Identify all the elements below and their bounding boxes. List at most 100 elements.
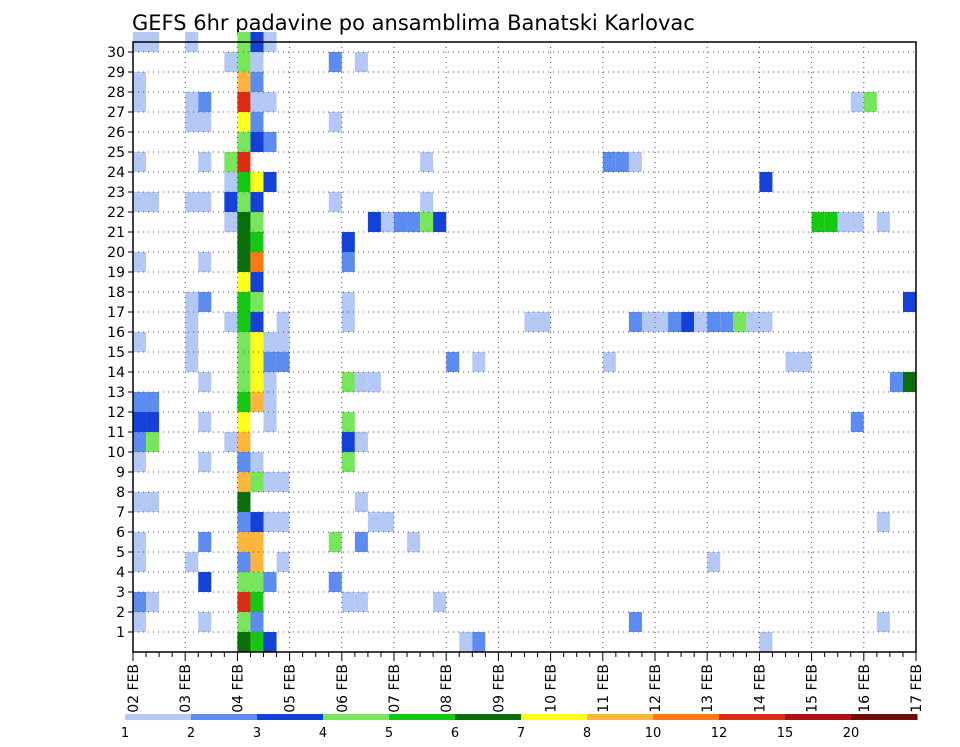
heatmap-cell [263,352,277,372]
heatmap-cell [237,412,251,432]
heatmap-cell [876,612,890,632]
heatmap-cell [237,492,251,512]
heatmap-cell [185,112,199,132]
heatmap-cell [198,112,212,132]
heatmap-cell [720,312,734,332]
heatmap-cell [133,612,147,632]
grid-layer [133,42,916,652]
heatmap-cell [263,632,277,652]
legend-swatch [323,714,390,720]
y-tick-label: 29 [107,65,125,81]
heatmap-cell [459,632,473,652]
heatmap-cell [250,72,264,92]
heatmap-cell [185,312,199,332]
heatmap-cell [263,132,277,152]
heatmap-cell [133,252,147,272]
heatmap-cell [641,312,655,332]
x-tick-label: 11 FEB [596,664,612,713]
heatmap-cell [198,252,212,272]
heatmap-cell [380,512,394,532]
heatmap-cell [133,412,147,432]
heatmap-cell [263,572,277,592]
heatmap-cell [185,352,199,372]
heatmap-cell [224,172,238,192]
heatmap-cell [341,452,355,472]
heatmap-cell [602,352,616,372]
heatmap-cell [263,372,277,392]
heatmap-cell [185,552,199,572]
heatmap-cell [237,92,251,112]
heatmap-cell [707,312,721,332]
heatmap-cell [198,532,212,552]
heatmap-cell [276,352,290,372]
heatmap-cell [237,472,251,492]
heatmap-cell [263,512,277,532]
heatmap-cell [733,312,747,332]
legend-label: 7 [517,726,525,741]
x-tick-label: 05 FEB [283,664,299,713]
y-tick-label: 23 [107,185,125,201]
heatmap-cell [198,412,212,432]
y-tick-label: 26 [107,125,125,141]
y-tick-label: 13 [107,385,125,401]
x-tick-label: 09 FEB [491,664,507,713]
heatmap-cell [250,332,264,352]
heatmap-cell [263,92,277,112]
heatmap-cell [681,312,695,332]
heatmap-cell [394,212,408,232]
legend-label: 10 [645,726,662,741]
heatmap-cell [263,332,277,352]
heatmap-cell [354,532,368,552]
heatmap-cell [198,612,212,632]
heatmap-cell [250,132,264,152]
heatmap-cell [237,332,251,352]
legend-swatch [455,714,522,720]
heatmap-cell [250,592,264,612]
heatmap-cell [198,152,212,172]
heatmap-cell [237,112,251,132]
x-tick-label: 15 FEB [805,664,821,713]
heatmap-cell [263,472,277,492]
y-tick-label: 24 [107,165,125,181]
heatmap-cell [433,592,447,612]
heatmap-cell [185,292,199,312]
y-tick-label: 16 [107,325,125,341]
legend-label: 1 [121,726,129,741]
heatmap-cell [341,412,355,432]
heatmap-cell [250,232,264,252]
heatmap-cell [250,92,264,112]
heatmap-cell [628,612,642,632]
heatmap-cell [133,332,147,352]
heatmap-cell [341,372,355,392]
heatmap-cell [237,512,251,532]
heatmap-cell [263,172,277,192]
heatmap-cell [328,192,342,212]
legend-swatch [521,714,588,720]
heatmap-cell [446,352,460,372]
y-tick-label: 30 [107,45,125,61]
legend-swatch [125,714,192,720]
heatmap-cell [250,512,264,532]
y-tick-label: 22 [107,205,125,221]
legend-label: 20 [843,726,860,741]
heatmap-cell [524,312,538,332]
heatmap-cell [341,252,355,272]
y-tick-label: 12 [107,405,125,421]
heatmap-cell [759,172,773,192]
legend-swatch [851,714,918,720]
legend-swatch [191,714,258,720]
heatmap-cell [341,312,355,332]
heatmap-cell [354,432,368,452]
x-tick-label: 10 FEB [544,664,560,713]
heatmap-cell [133,192,147,212]
heatmap-cell [263,392,277,412]
heatmap-cell [250,192,264,212]
heatmap-cell [224,212,238,232]
y-tick-label: 5 [116,545,125,561]
heatmap-cell [146,412,160,432]
heatmap-cell [237,292,251,312]
heatmap-cell [328,532,342,552]
legend-swatch [587,714,654,720]
heatmap-cell [250,312,264,332]
